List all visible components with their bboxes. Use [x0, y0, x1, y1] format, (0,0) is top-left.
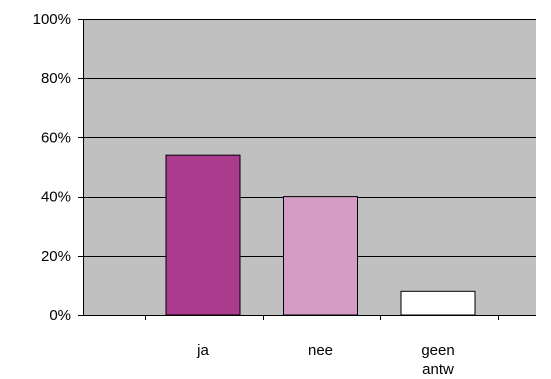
y-tick-label: 100% [33, 11, 71, 28]
category-label-line: ja [196, 342, 209, 359]
category-label-line: geen [421, 342, 454, 359]
category-label: geen antw [421, 342, 454, 378]
category-label: ja [196, 342, 209, 359]
y-tick-label: 20% [41, 248, 71, 265]
y-tick-label: 80% [41, 70, 71, 87]
category-label-line: nee [308, 342, 333, 359]
bar [165, 154, 241, 316]
bar [283, 196, 358, 316]
y-tick-labels: 0% 20% 40% 60% 80% 100% [33, 11, 71, 324]
category-label: nee [308, 342, 333, 359]
axes [78, 19, 536, 320]
category-label-line: antw [422, 361, 454, 378]
bars [165, 154, 476, 316]
bar [400, 290, 476, 316]
category-labels: ja nee geen antw [196, 342, 455, 378]
y-tick-label: 40% [41, 189, 71, 206]
y-tick-label: 60% [41, 129, 71, 146]
y-tick-label: 0% [49, 307, 71, 324]
